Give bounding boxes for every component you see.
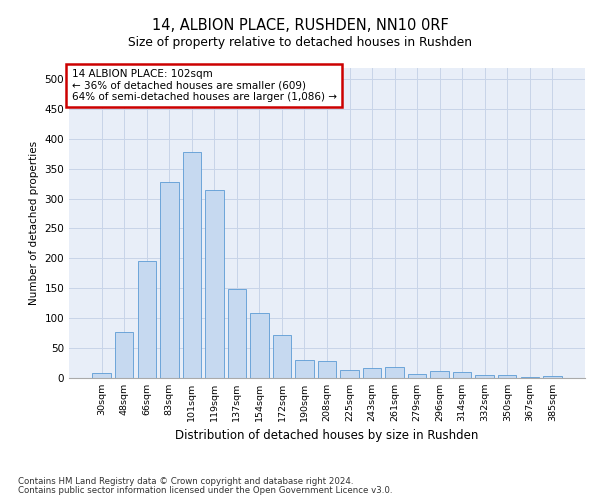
- Bar: [227, 290, 246, 378]
- Y-axis label: Number of detached properties: Number of detached properties: [29, 140, 39, 304]
- Bar: [273, 334, 291, 378]
- Text: Contains HM Land Registry data © Crown copyright and database right 2024.: Contains HM Land Registry data © Crown c…: [18, 477, 353, 486]
- Bar: [250, 313, 269, 378]
- X-axis label: Distribution of detached houses by size in Rushden: Distribution of detached houses by size …: [175, 429, 479, 442]
- Text: 14 ALBION PLACE: 102sqm
← 36% of detached houses are smaller (609)
64% of semi-d: 14 ALBION PLACE: 102sqm ← 36% of detache…: [71, 69, 337, 102]
- Bar: [295, 360, 314, 378]
- Bar: [475, 374, 494, 378]
- Bar: [385, 367, 404, 378]
- Bar: [543, 376, 562, 378]
- Bar: [160, 182, 179, 378]
- Bar: [363, 368, 381, 378]
- Bar: [182, 152, 201, 378]
- Bar: [340, 370, 359, 378]
- Bar: [408, 374, 427, 378]
- Bar: [137, 261, 156, 378]
- Bar: [430, 371, 449, 378]
- Text: Size of property relative to detached houses in Rushden: Size of property relative to detached ho…: [128, 36, 472, 49]
- Text: Contains public sector information licensed under the Open Government Licence v3: Contains public sector information licen…: [18, 486, 392, 495]
- Bar: [318, 361, 336, 378]
- Bar: [453, 372, 472, 378]
- Text: 14, ALBION PLACE, RUSHDEN, NN10 0RF: 14, ALBION PLACE, RUSHDEN, NN10 0RF: [152, 18, 448, 32]
- Bar: [205, 190, 224, 378]
- Bar: [115, 332, 133, 378]
- Bar: [521, 377, 539, 378]
- Bar: [498, 375, 517, 378]
- Bar: [92, 374, 111, 378]
